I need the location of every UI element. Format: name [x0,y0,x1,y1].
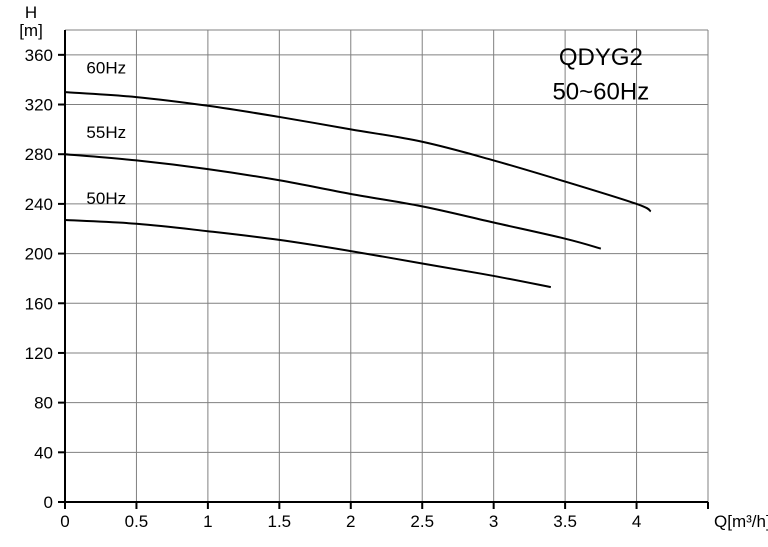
x-tick-label: 2.5 [410,512,434,531]
labels: 00.511.522.533.5404080120160200240280320… [19,3,768,531]
y-tick-label: 80 [34,394,53,413]
y-axis-unit: [m] [19,21,43,40]
y-tick-label: 40 [34,443,53,462]
y-axis-label: H [25,3,37,22]
x-tick-label: 0 [60,512,69,531]
x-tick-label: 0.5 [125,512,149,531]
pump-curve-chart: 00.511.522.533.5404080120160200240280320… [0,0,768,547]
curves [65,92,651,287]
chart-subtitle: 50~60Hz [552,79,649,106]
y-tick-label: 200 [25,245,53,264]
y-tick-label: 160 [25,294,53,313]
curve-label: 55Hz [86,123,126,142]
curve-60hz [65,92,651,211]
x-tick-label: 3 [489,512,498,531]
x-tick-label: 1 [203,512,212,531]
x-tick-label: 4 [632,512,641,531]
curve-label: 50Hz [86,189,126,208]
x-tick-label: 2 [346,512,355,531]
y-tick-label: 280 [25,145,53,164]
y-tick-label: 360 [25,46,53,65]
x-tick-label: 1.5 [268,512,292,531]
x-axis-label: Q[m³/h] [714,512,768,531]
y-tick-label: 320 [25,96,53,115]
y-tick-label: 240 [25,195,53,214]
curve-label: 60Hz [86,58,126,77]
y-tick-label: 0 [44,493,53,512]
x-tick-label: 3.5 [553,512,577,531]
y-tick-label: 120 [25,344,53,363]
chart-title: QDYG2 [559,44,643,71]
